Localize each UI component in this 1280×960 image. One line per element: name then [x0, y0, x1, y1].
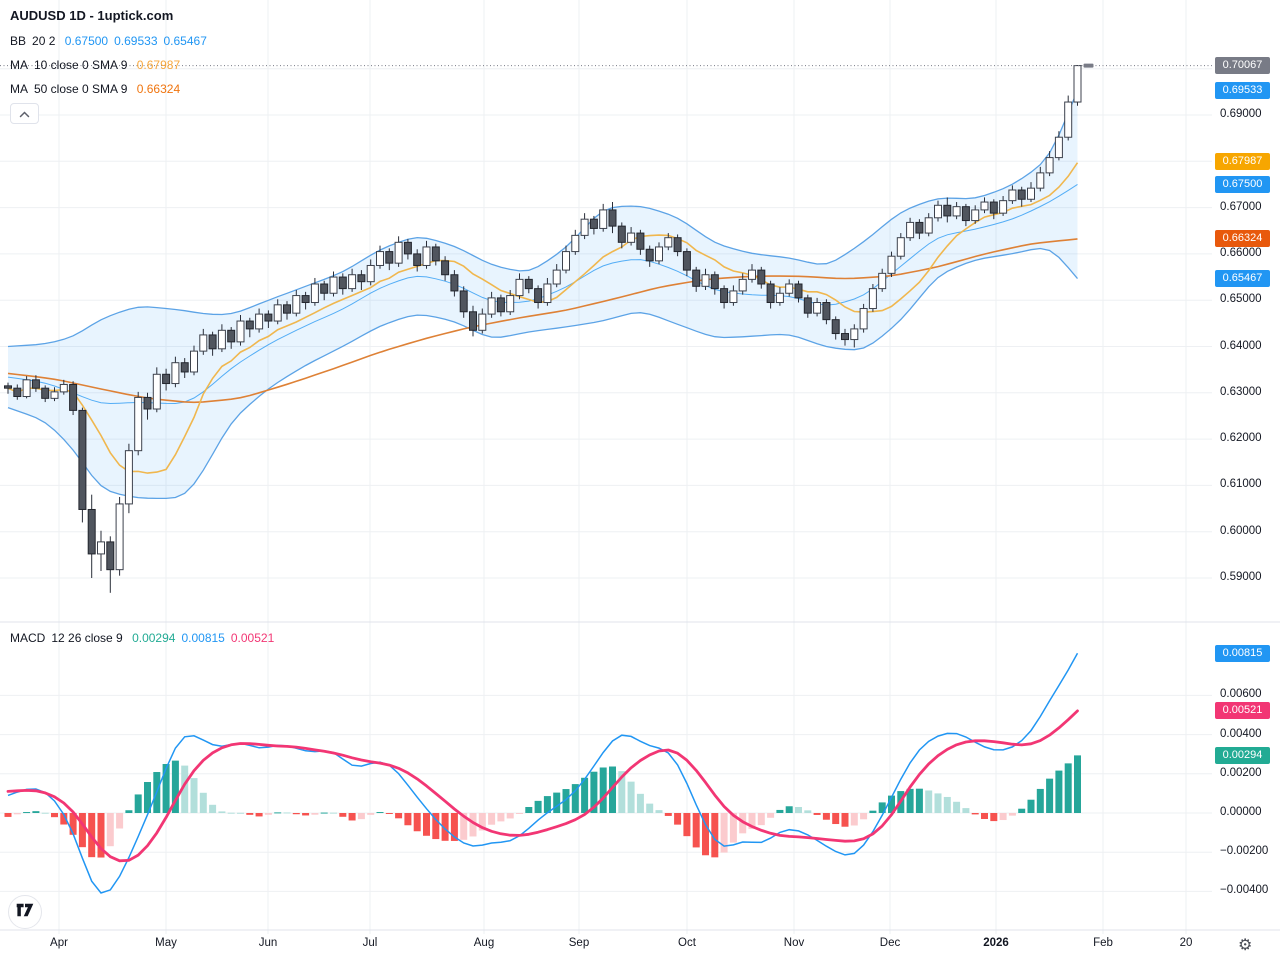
- time-axis-label: Dec: [879, 937, 901, 949]
- time-axis-label: Sep: [568, 937, 590, 949]
- timezone-settings-button[interactable]: ⚙: [1238, 935, 1252, 955]
- macd-hist-value: 0.00294: [132, 631, 176, 645]
- macd-indicator-label: MACD: [10, 631, 46, 645]
- bb-indicator-label: BB: [10, 34, 27, 48]
- ma10-indicator-params: 10 close 0 SMA 9: [34, 58, 128, 72]
- ma50-legend-row[interactable]: MA 50 close 0 SMA 9 0.66324: [10, 82, 186, 96]
- axis-tick-label: 0.65000: [1220, 293, 1262, 306]
- bb-basis-value: 0.67500: [64, 34, 109, 48]
- time-axis-label: 20: [1179, 937, 1193, 949]
- gear-icon: ⚙: [1238, 937, 1253, 954]
- ma10-indicator-label: MA: [10, 58, 28, 72]
- ma50-indicator-params: 50 close 0 SMA 9: [34, 82, 128, 96]
- price-badge: 0.67500: [1215, 175, 1270, 193]
- time-axis-label: Feb: [1093, 937, 1113, 949]
- ma10-legend-row[interactable]: MA 10 close 0 SMA 9 0.67987: [10, 58, 186, 72]
- axis-tick-label: 0.00200: [1220, 766, 1262, 779]
- axis-tick-label: 0.69000: [1220, 108, 1262, 120]
- ma10-value: 0.67987: [136, 58, 181, 72]
- macd-indicator-params: 12 26 close 9: [51, 631, 123, 645]
- axis-tick-label: 0.00600: [1220, 688, 1262, 701]
- bb-lower-value: 0.65467: [163, 34, 207, 48]
- axis-tick-label: 0.00400: [1220, 727, 1262, 740]
- chevron-up-icon: [19, 105, 30, 123]
- axis-tick-label: 0.62000: [1220, 432, 1262, 445]
- time-axis-label: Jul: [362, 937, 378, 949]
- tradingview-logo-icon: [16, 903, 34, 922]
- price-badge: 0.66324: [1215, 230, 1270, 248]
- time-axis-label: Nov: [783, 937, 805, 949]
- time-axis-label: Apr: [50, 937, 68, 949]
- time-axis-label: Oct: [678, 937, 696, 949]
- time-axis[interactable]: [0, 931, 1212, 960]
- price-badge: 0.67987: [1215, 153, 1270, 171]
- tradingview-logo[interactable]: [8, 895, 42, 929]
- axis-tick-label: 0.66000: [1220, 246, 1262, 259]
- ma50-indicator-label: MA: [10, 82, 28, 96]
- axis-tick-label: 0.60000: [1220, 524, 1262, 537]
- macd-signal-value: 0.00521: [230, 631, 275, 645]
- axis-tick-label: 0.61000: [1220, 478, 1262, 491]
- time-axis-label: Aug: [473, 937, 495, 949]
- price-badge: 0.00294: [1215, 746, 1270, 764]
- axis-tick-label: 0.59000: [1220, 571, 1262, 583]
- axis-tick-label: −0.00200: [1220, 845, 1269, 858]
- price-badge: 0.70067: [1215, 57, 1270, 75]
- time-axis-label: Jun: [258, 937, 278, 949]
- bb-upper-value: 0.69533: [114, 34, 158, 48]
- price-badge: 0.65467: [1215, 270, 1270, 288]
- time-axis-label: May: [155, 937, 177, 949]
- collapse-pane-button[interactable]: [10, 103, 39, 124]
- axis-tick-label: 0.67000: [1220, 200, 1262, 213]
- axis-tick-label: 0.63000: [1220, 385, 1262, 398]
- time-axis-label: 2026: [983, 937, 1009, 949]
- macd-legend-row[interactable]: MACD 12 26 close 9 0.00294 0.00815 0.00521: [10, 631, 280, 645]
- bb-indicator-params: 20 2: [32, 34, 56, 48]
- price-badge: 0.69533: [1215, 81, 1270, 99]
- axis-tick-label: 0.64000: [1220, 339, 1262, 352]
- price-axis[interactable]: [1212, 0, 1280, 930]
- price-badge: 0.00521: [1215, 702, 1270, 720]
- axis-tick-label: −0.00400: [1220, 884, 1269, 897]
- ma50-value: 0.66324: [136, 82, 181, 96]
- chart-title: AUDUSD 1D - 1uptick.com: [10, 8, 174, 23]
- axis-tick-label: 0.00000: [1220, 806, 1262, 818]
- bb-legend-row[interactable]: BB 20 2 0.67500 0.69533 0.65467: [10, 34, 213, 48]
- price-badge: 0.00815: [1215, 644, 1270, 662]
- macd-line-value: 0.00815: [181, 631, 225, 645]
